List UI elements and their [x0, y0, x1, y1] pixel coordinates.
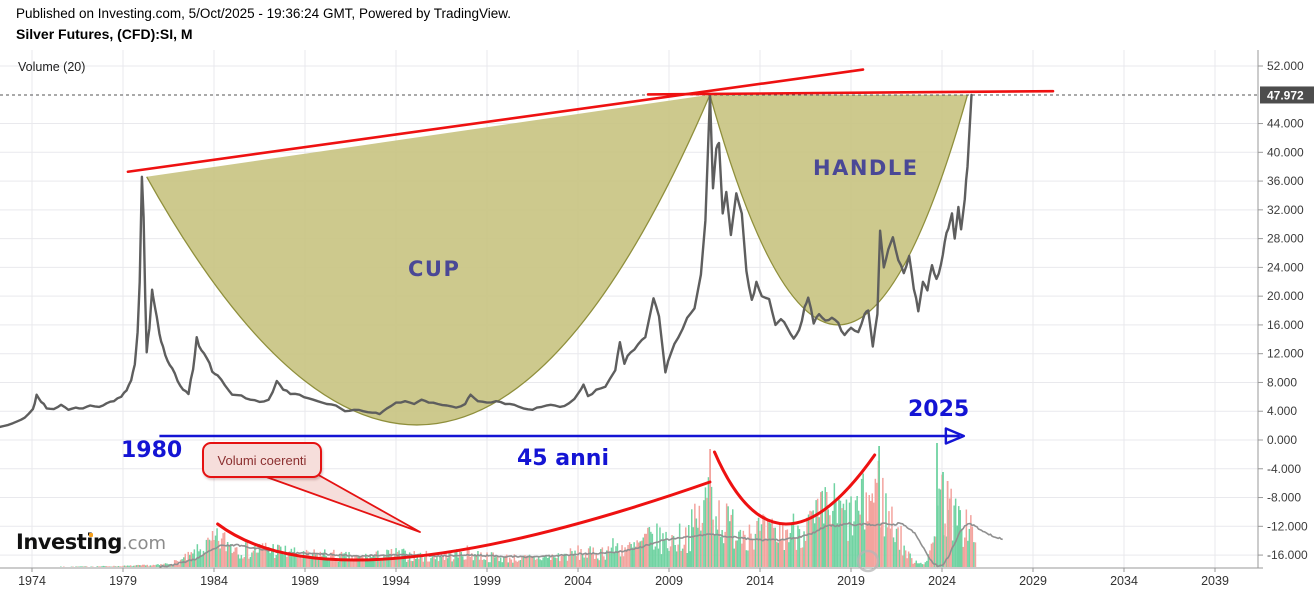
time-axis-label: 2019 — [837, 574, 865, 588]
volume-indicator-label: Volume (20) — [18, 60, 86, 74]
price-axis-label: 8.000 — [1267, 375, 1297, 389]
price-axis-label: 52.000 — [1267, 59, 1304, 73]
time-axis-label: 2034 — [1110, 574, 1138, 588]
publish-info-line: Published on Investing.com, 5/Oct/2025 -… — [16, 6, 512, 21]
time-axis-label: 1989 — [291, 574, 319, 588]
time-axis-label: 1974 — [18, 574, 46, 588]
time-axis-label: 2029 — [1019, 574, 1047, 588]
watermark-icon — [856, 549, 880, 573]
time-axis-label: 1979 — [109, 574, 137, 588]
chart-title: Silver Futures, (CFD):SI, M — [16, 26, 193, 42]
price-axis-label: 16.000 — [1267, 318, 1304, 332]
time-axis: 1974 1979 1984 1989 1994 1999 2004 2009 2014 2019… — [18, 568, 1229, 588]
volume-callout-box: Volumi coerenti — [202, 442, 322, 478]
timeline-arrow — [159, 427, 966, 445]
time-axis-label: 2014 — [746, 574, 774, 588]
price-axis-label: 0.000 — [1267, 433, 1297, 447]
volume-callout-text: Volumi coerenti — [217, 452, 307, 468]
investing-logo-dot-icon — [89, 533, 93, 537]
price-axis-label: -8.000 — [1267, 491, 1301, 505]
price-axis-label: 20.000 — [1267, 289, 1304, 303]
investing-logo-suffix: .com — [121, 533, 167, 554]
price-axis-label: 32.000 — [1267, 203, 1304, 217]
trendlines — [126, 68, 1055, 174]
price-axis-label: 28.000 — [1267, 232, 1304, 246]
last-price-badge: 47.972 — [1260, 86, 1314, 104]
time-axis-label: 2004 — [564, 574, 592, 588]
price-axis: 52.000 44.000 40.000 36.000 32.000 28.000 24.0… — [1258, 59, 1308, 562]
price-axis-label: 24.000 — [1267, 260, 1304, 274]
handle-pattern-label: HANDLE — [813, 156, 919, 180]
time-axis-label: 1984 — [200, 574, 228, 588]
time-axis-label: 2039 — [1201, 574, 1229, 588]
price-axis-label: 4.000 — [1267, 404, 1297, 418]
time-axis-label: 1999 — [473, 574, 501, 588]
price-axis-label: 12.000 — [1267, 347, 1304, 361]
timeline-end-label: 2025 — [908, 397, 970, 422]
investing-logo-brand: Investing — [16, 530, 122, 554]
price-axis-label: -16.000 — [1267, 548, 1308, 562]
time-axis-label: 2024 — [928, 574, 956, 588]
investing-logo: Investing.com — [16, 530, 166, 554]
time-axis-label: 2009 — [655, 574, 683, 588]
timeline-start-label: 1980 — [121, 438, 183, 463]
cup-pattern-label: CUP — [408, 257, 461, 281]
last-price-value: 47.972 — [1267, 88, 1304, 102]
price-line — [0, 93, 973, 429]
volume-bars — [60, 443, 977, 567]
price-axis-label: 44.000 — [1267, 117, 1304, 131]
volume-trend-curves — [216, 450, 877, 562]
time-axis-label: 1994 — [382, 574, 410, 588]
cup-shape — [146, 94, 711, 426]
timeline-span-label: 45 anni — [517, 446, 609, 471]
price-axis-label: -4.000 — [1267, 462, 1301, 476]
volume-ma-line — [159, 521, 1003, 568]
axes — [0, 50, 1263, 569]
price-axis-label: 36.000 — [1267, 174, 1304, 188]
price-axis-label: -12.000 — [1267, 519, 1308, 533]
price-axis-label: 40.000 — [1267, 145, 1304, 159]
